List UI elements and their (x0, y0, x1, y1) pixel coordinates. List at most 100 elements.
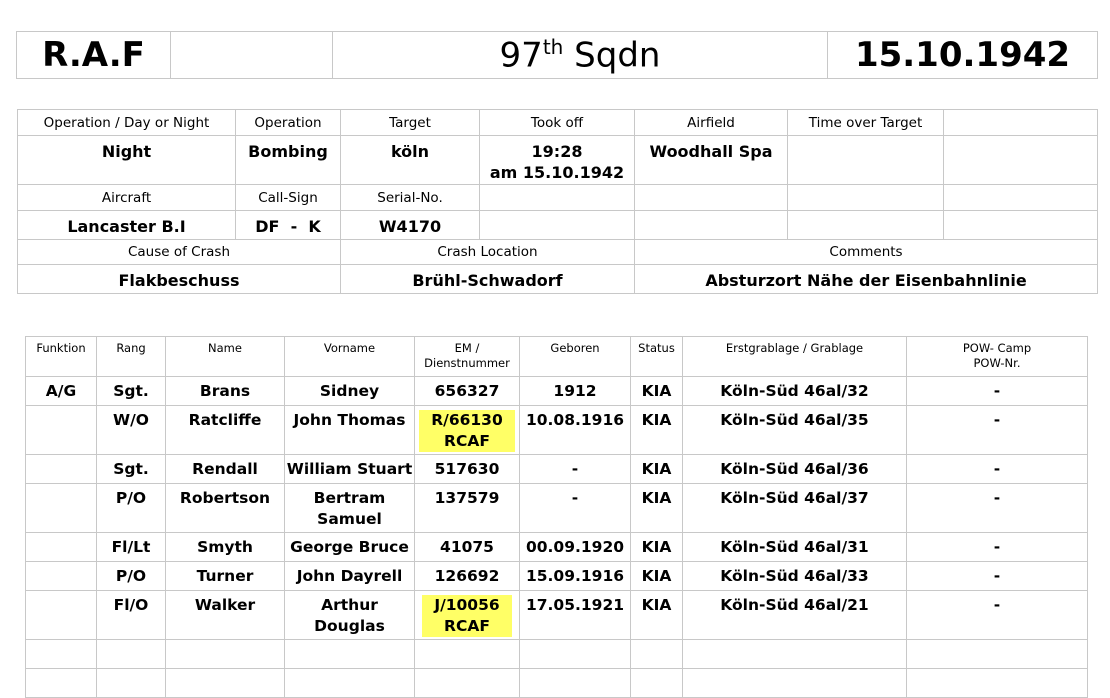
cell-status: KIA (630, 454, 683, 484)
col-funktion: Funktion (25, 336, 97, 377)
cell-geboren: 1912 (519, 376, 631, 406)
table-row: W/O Ratcliffe John Thomas R/66130 RCAF 10.08.… (25, 405, 1088, 455)
col-pow: POW- Camp POW-Nr. (906, 336, 1088, 377)
cell-dienstnummer: 41075 (414, 532, 520, 562)
cell-rang: Sgt. (96, 454, 166, 484)
squadron-label: 97th Sqdn (332, 31, 828, 79)
label-serial-no: Serial-No. (340, 184, 480, 211)
value-cause: Flakbeschuss (17, 264, 341, 294)
col-dienstnummer: EM / Dienstnummer (414, 336, 520, 377)
cell-vorname: Bertram Samuel (284, 483, 415, 533)
cell-name: Turner (165, 561, 285, 591)
number: 126692 (434, 567, 500, 585)
date-label: 15.10.1942 (827, 31, 1098, 79)
cell-funktion (25, 483, 97, 533)
cell-geboren: 10.08.1916 (519, 405, 631, 455)
cell-name: Brans (165, 376, 285, 406)
cell-grablage: Köln-Süd 46al/21 (682, 590, 907, 640)
cell-grablage: Köln-Süd 46al/36 (682, 454, 907, 484)
cell-funktion (25, 532, 97, 562)
crew-table: Funktion Rang Name Vorname EM / Dienstnum… (25, 336, 1088, 698)
table-row: Fl/Lt Smyth George Bruce 41075 00.09.1920 KIA… (25, 532, 1088, 562)
cell-grablage: Köln-Süd 46al/33 (682, 561, 907, 591)
value-serial-no: W4170 (340, 210, 480, 240)
cell-rang: P/O (96, 561, 166, 591)
cell-status: KIA (630, 590, 683, 640)
cell-geboren: - (519, 454, 631, 484)
label-target: Target (340, 109, 480, 136)
cell-vorname: Sidney (284, 376, 415, 406)
cell-funktion (25, 405, 97, 455)
cell-name: Robertson (165, 483, 285, 533)
cell-name: Walker (165, 590, 285, 640)
value-comments: Absturzort Nähe der Eisenbahnlinie (634, 264, 1098, 294)
label-call-sign: Call-Sign (235, 184, 341, 211)
cell-pow: - (906, 590, 1088, 640)
cell-status: KIA (630, 376, 683, 406)
cell-name: Smyth (165, 532, 285, 562)
cell-pow: - (906, 405, 1088, 455)
cell-grablage: Köln-Süd 46al/35 (682, 405, 907, 455)
cell-vorname: John Dayrell (284, 561, 415, 591)
highlighted-number: J/10056 RCAF (422, 595, 512, 637)
label-cause: Cause of Crash (17, 239, 341, 265)
cell-grablage: Köln-Süd 46al/37 (682, 483, 907, 533)
number: 137579 (434, 489, 500, 507)
cell-dienstnummer: 137579 (414, 483, 520, 533)
col-status: Status (630, 336, 683, 377)
cell-funktion (25, 561, 97, 591)
cell-name: Rendall (165, 454, 285, 484)
header-table: R.A.F 97th Sqdn 15.10.1942 (16, 31, 1098, 79)
cell-geboren: 15.09.1916 (519, 561, 631, 591)
col-grablage: Erstgrablage / Grablage (682, 336, 907, 377)
cell-rang: Fl/O (96, 590, 166, 640)
cell-funktion (25, 454, 97, 484)
table-row: P/O Turner John Dayrell 126692 15.09.1916 KIA… (25, 561, 1088, 591)
cell-status: KIA (630, 483, 683, 533)
value-operation: Bombing (235, 135, 341, 185)
cell-status: KIA (630, 532, 683, 562)
cell-grablage: Köln-Süd 46al/32 (682, 376, 907, 406)
cell-status: KIA (630, 561, 683, 591)
empty-row (25, 639, 1088, 669)
cell-pow: - (906, 532, 1088, 562)
cell-dienstnummer: J/10056 RCAF (414, 590, 520, 640)
cell-rang: Fl/Lt (96, 532, 166, 562)
col-vorname: Vorname (284, 336, 415, 377)
cell-geboren: 17.05.1921 (519, 590, 631, 640)
value-call-sign: DF - K (235, 210, 341, 240)
cell-dienstnummer: 517630 (414, 454, 520, 484)
col-rang: Rang (96, 336, 166, 377)
label-op-day-night: Operation / Day or Night (17, 109, 236, 136)
cell-dienstnummer: 656327 (414, 376, 520, 406)
cell-funktion: A/G (25, 376, 97, 406)
cell-vorname: John Thomas (284, 405, 415, 455)
label-operation: Operation (235, 109, 341, 136)
cell-dienstnummer: R/66130 RCAF (414, 405, 520, 455)
value-aircraft: Lancaster B.I (17, 210, 236, 240)
cell-geboren: - (519, 483, 631, 533)
number: 517630 (434, 460, 500, 478)
cell-vorname: George Bruce (284, 532, 415, 562)
operation-info-table: Operation / Day or Night Operation Targe… (17, 109, 1098, 294)
cell-vorname: Arthur Douglas (284, 590, 415, 640)
value-op-day-night: Night (17, 135, 236, 185)
cell-funktion (25, 590, 97, 640)
cell-pow: - (906, 561, 1088, 591)
table-row: Fl/O Walker Arthur Douglas J/10056 RCAF 17.05.… (25, 590, 1088, 640)
cell-rang: Sgt. (96, 376, 166, 406)
label-comments: Comments (634, 239, 1098, 265)
cell-status: KIA (630, 405, 683, 455)
highlighted-number: R/66130 RCAF (419, 410, 515, 452)
value-airfield: Woodhall Spa (634, 135, 788, 185)
empty-row (25, 668, 1088, 698)
cell-rang: P/O (96, 483, 166, 533)
cell-pow: - (906, 454, 1088, 484)
cell-pow: - (906, 483, 1088, 533)
value-took-off: 19:28 am 15.10.1942 (479, 135, 635, 185)
value-target: köln (340, 135, 480, 185)
empty-cell (170, 31, 333, 79)
label-took-off: Took off (479, 109, 635, 136)
cell-vorname: William Stuart (284, 454, 415, 484)
number: 41075 (440, 538, 494, 556)
